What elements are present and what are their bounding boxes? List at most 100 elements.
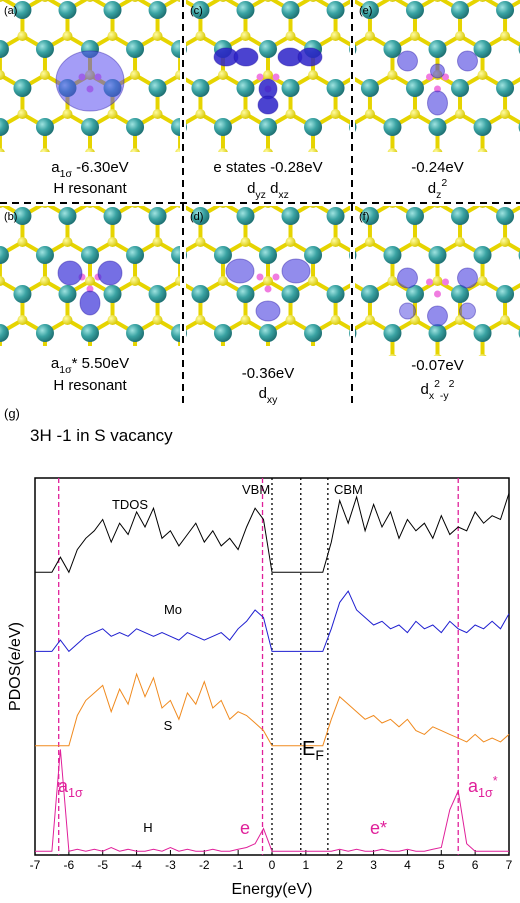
bond (381, 231, 404, 244)
s-atom (264, 206, 272, 208)
mo-atom (271, 441, 289, 459)
bond (302, 515, 325, 528)
s-atom (331, 265, 341, 275)
mo-atom (36, 196, 54, 214)
text-part: CBM (334, 482, 363, 497)
x-tick-label: 0 (269, 858, 276, 872)
bond (67, 398, 90, 411)
mo-atom (451, 441, 469, 459)
s-atom (86, 206, 94, 208)
mo-atom (326, 285, 345, 303)
s-atom (410, 393, 420, 403)
s-atom (0, 0, 4, 2)
s-atom (330, 315, 341, 325)
bond (505, 398, 520, 411)
bond (178, 270, 201, 283)
s-atom (220, 432, 230, 442)
s-atom (297, 226, 307, 236)
mo-atom (171, 118, 180, 136)
s-atom (477, 70, 488, 80)
pdos-curve (35, 749, 509, 852)
bond (358, 437, 381, 450)
mo-atom (0, 118, 9, 136)
bond (0, 359, 22, 372)
mo-atom (35, 324, 54, 342)
bond (505, 153, 520, 166)
s-atom (308, 304, 318, 314)
mo-atom (191, 363, 209, 381)
s-atom (353, 354, 363, 364)
bond (505, 437, 520, 450)
bond (135, 151, 138, 152)
mo-atom (293, 402, 311, 420)
s-atom (455, 471, 465, 481)
s-atom (218, 510, 228, 520)
bond (180, 515, 203, 528)
bond (45, 398, 68, 411)
mo-atom (451, 79, 470, 97)
s-atom (195, 109, 206, 119)
s-atom (364, 315, 375, 325)
orbital (97, 260, 123, 286)
s-atom (130, 276, 141, 286)
bond (358, 398, 381, 411)
s-atom (364, 237, 375, 247)
mo-atom (171, 168, 189, 186)
bond (483, 398, 506, 411)
s-atom (198, 187, 208, 197)
bond (370, 359, 393, 372)
mo-atom (35, 246, 54, 264)
mo-atom (394, 480, 412, 498)
s-atom (265, 510, 275, 520)
bond (113, 398, 136, 411)
x-tick-label: -3 (165, 858, 176, 872)
mo-atom (372, 441, 390, 459)
bond (392, 398, 415, 411)
caption: a1σ -6.30eV (51, 159, 128, 180)
mo-atom (146, 363, 164, 381)
mo-atom (360, 79, 379, 97)
s-atom (175, 276, 180, 286)
bond (22, 515, 45, 528)
bond (155, 398, 178, 411)
s-atom (265, 354, 275, 364)
s-atom (263, 226, 273, 236)
s-atom (265, 432, 275, 442)
text-part: VBM (242, 482, 270, 497)
s-atom (62, 109, 73, 119)
s-atom (0, 510, 5, 520)
mo-atom (58, 207, 77, 225)
s-atom (240, 109, 251, 119)
s-atom (365, 471, 375, 481)
s-atom (331, 471, 341, 481)
s-atom (265, 226, 275, 236)
bond (448, 515, 471, 528)
s-atom (443, 510, 453, 520)
s-atom (107, 109, 118, 119)
x-axis-label: Energy(eV) (232, 881, 313, 898)
annotation: VBM (242, 482, 270, 497)
bond (381, 153, 404, 166)
s-atom (0, 276, 5, 286)
bond (22, 398, 45, 411)
orbital (459, 302, 476, 320)
mo-atom (429, 480, 447, 498)
bond (158, 359, 181, 372)
s-atom (342, 432, 352, 442)
bond (178, 437, 201, 450)
s-atom (263, 70, 273, 80)
bond (135, 398, 158, 411)
series-label: TDOS (112, 497, 148, 512)
s-atom (263, 148, 273, 152)
s-atom (240, 315, 251, 325)
bond (403, 437, 426, 450)
bond (336, 359, 359, 372)
mo-atom (304, 324, 323, 342)
mo-atom (213, 246, 232, 264)
mo-atom (349, 402, 367, 420)
s-atom (388, 354, 397, 356)
orbital (397, 267, 418, 289)
s-atom (130, 354, 140, 364)
bond (336, 515, 359, 528)
orbital (281, 258, 311, 284)
